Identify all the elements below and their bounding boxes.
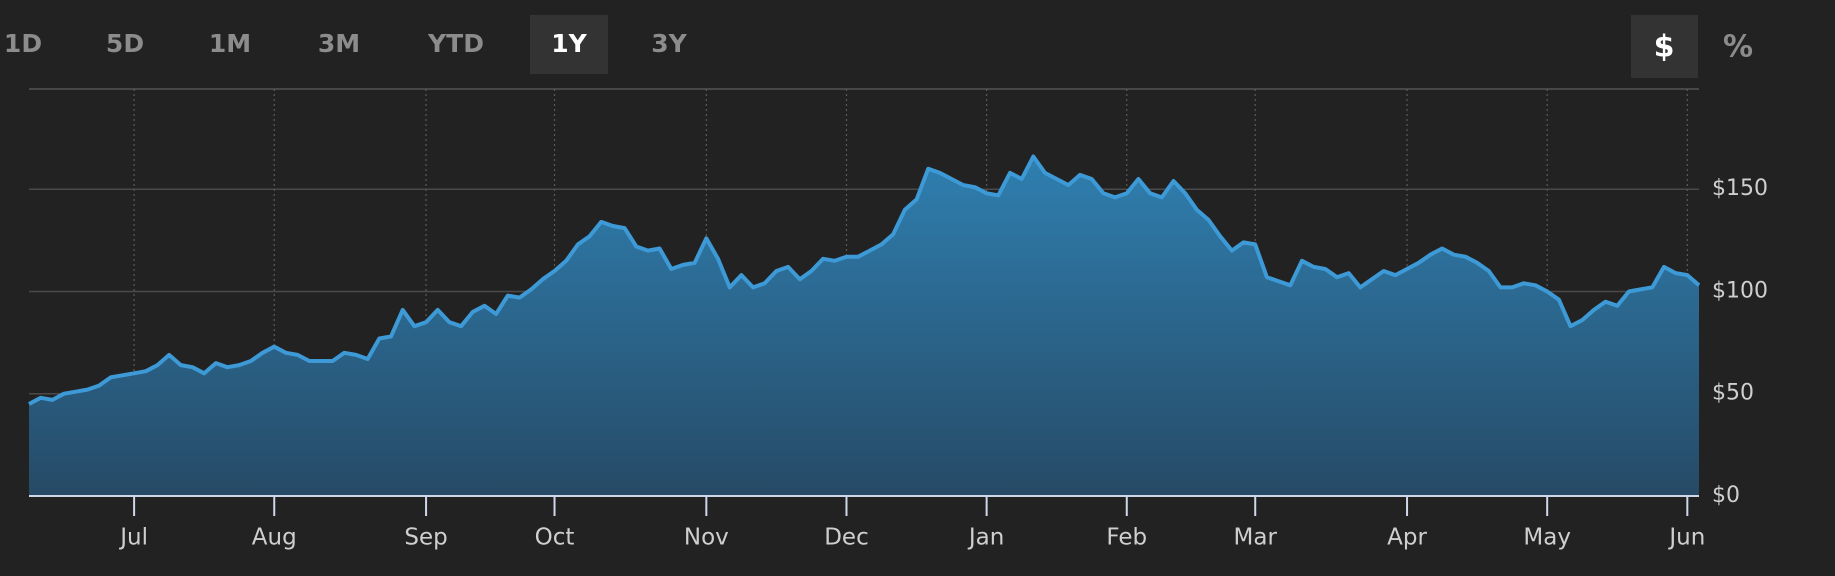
unit-button[interactable]: % [1723, 30, 1753, 65]
x-tick-label: Mar [1234, 525, 1278, 551]
range-button[interactable]: 5D [106, 29, 144, 58]
x-tick-label: May [1523, 525, 1571, 551]
x-tick-label: Jan [967, 525, 1004, 551]
range-button[interactable]: 3M [318, 29, 360, 58]
area-fill [29, 156, 1699, 496]
x-tick-label: Apr [1387, 525, 1427, 551]
x-tick-label: Nov [684, 525, 729, 551]
x-tick-label: Jun [1667, 525, 1705, 551]
x-tick-label: Feb [1106, 525, 1147, 551]
range-button[interactable]: 1D [4, 29, 42, 58]
y-tick-label: $150 [1712, 176, 1768, 201]
range-button[interactable]: 1M [209, 29, 251, 58]
y-tick-label: $50 [1712, 381, 1754, 406]
x-tick-label: Jul [118, 525, 148, 551]
range-button-bg [530, 15, 608, 74]
unit-button-bg [1631, 15, 1698, 78]
y-tick-label: $0 [1712, 483, 1740, 508]
unit-button[interactable]: $ [1654, 30, 1675, 65]
x-tick-label: Dec [824, 525, 869, 551]
range-button[interactable]: 1Y [551, 29, 587, 58]
x-tick-label: Sep [404, 525, 447, 551]
range-button[interactable]: YTD [427, 29, 484, 58]
y-tick-label: $100 [1712, 278, 1768, 303]
range-button[interactable]: 3Y [651, 29, 687, 58]
x-tick-label: Oct [535, 525, 575, 551]
price-line [28, 154, 1701, 406]
x-tick-label: Aug [252, 525, 297, 551]
